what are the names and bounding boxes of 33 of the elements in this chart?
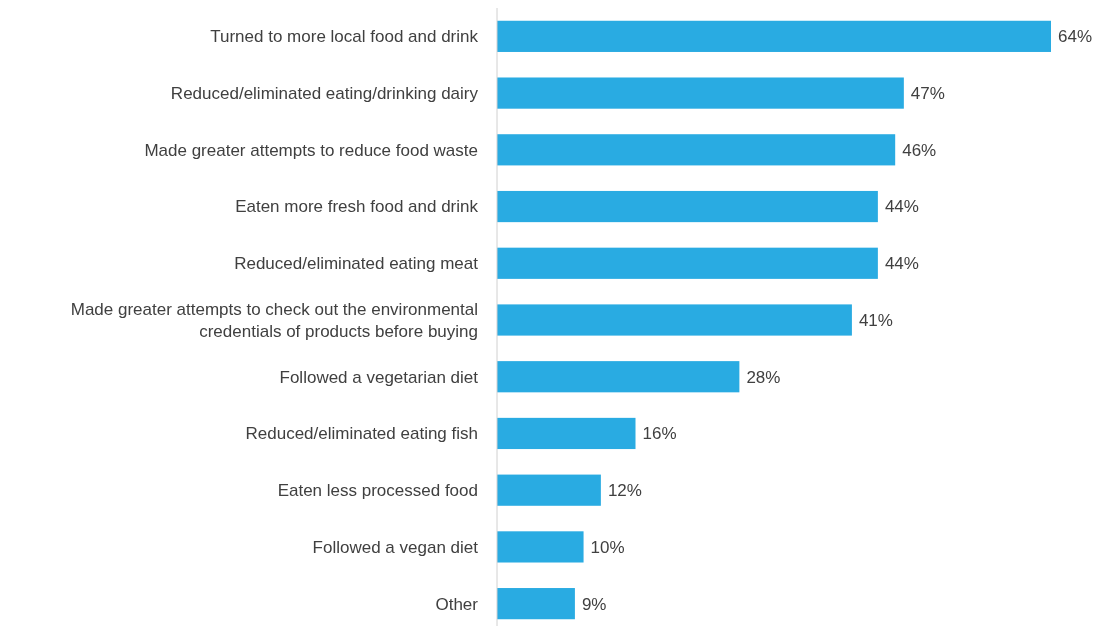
y-tick-label: Made greater attempts to check out the environmental credentials of products before buying — [70, 299, 478, 341]
y-tick-label: Reduced/eliminated eating/drinking dairy — [170, 84, 479, 104]
data-label: 44% — [884, 254, 919, 274]
bar — [497, 531, 584, 563]
data-label: 16% — [642, 424, 677, 444]
data-label: 44% — [884, 197, 919, 217]
bar — [497, 77, 904, 109]
data-label: 12% — [607, 481, 642, 501]
bar — [497, 134, 896, 166]
y-tick-label: Eaten less processed food — [277, 481, 478, 501]
y-tick-label: Reduced/eliminated eating fish — [245, 424, 478, 444]
data-label: 46% — [902, 140, 937, 160]
bar — [497, 474, 601, 506]
bar — [497, 417, 636, 450]
y-tick-label: Eaten more fresh food and drink — [235, 197, 479, 217]
y-tick-label: Reduced/eliminated eating meat — [234, 254, 479, 274]
y-tick-label: Turned to more local food and drink — [210, 27, 479, 47]
data-label: 64% — [1058, 27, 1093, 47]
bar — [497, 361, 740, 393]
bar — [497, 304, 852, 336]
data-label: 41% — [858, 310, 893, 330]
bar — [497, 588, 575, 620]
bar — [497, 20, 1051, 52]
bar — [497, 247, 878, 279]
y-tick-label: Followed a vegan diet — [312, 537, 479, 557]
y-tick-label: Other — [435, 594, 479, 614]
data-label: 9% — [581, 594, 607, 614]
data-label: 28% — [746, 367, 781, 387]
y-tick-label: Made greater attempts to reduce food waste — [144, 140, 478, 160]
y-tick-label: Followed a vegetarian diet — [279, 367, 479, 387]
bar — [497, 190, 878, 223]
data-label: 47% — [910, 84, 945, 104]
data-label: 10% — [590, 537, 625, 557]
